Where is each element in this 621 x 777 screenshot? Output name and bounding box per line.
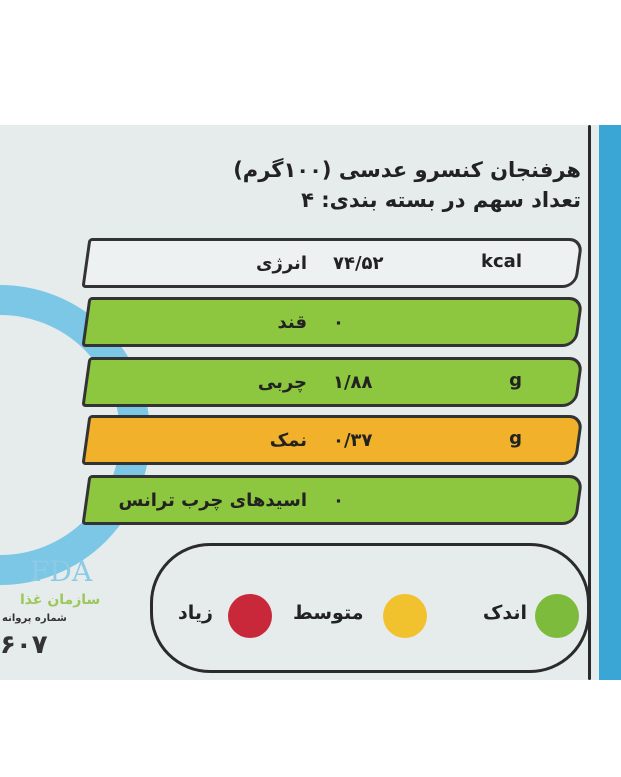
row-label: چربی [257, 372, 307, 393]
label-title: هرفنجان کنسرو عدسی (۱۰۰گرم) تعداد سهم در… [233, 155, 581, 215]
row-value: ۰ [333, 490, 344, 511]
row-unit: g [509, 370, 522, 391]
legend: اندک متوسط زیاد [150, 543, 590, 673]
row-label: انرژی [256, 253, 307, 274]
license-number: ۶۰۷ [0, 630, 48, 660]
row-label: اسیدهای چرب ترانس [118, 490, 307, 511]
row-value: ۷۴/۵۲ [333, 253, 384, 274]
border-line [588, 125, 591, 680]
legend-high: زیاد [178, 602, 213, 624]
row-salt: نمک ۰/۳۷ g [81, 415, 584, 465]
row-energy: انرژی ۷۴/۵۲ kcal [81, 238, 584, 288]
medium-dot-icon [383, 594, 427, 638]
row-sugar: قند ۰ [81, 297, 584, 347]
row-value: ۱/۸۸ [333, 372, 373, 393]
product-title: هرفنجان کنسرو عدسی (۱۰۰گرم) [233, 158, 581, 182]
org-text: سازمان غذا [20, 592, 101, 608]
high-dot-icon [228, 594, 272, 638]
row-label: قند [277, 312, 307, 333]
fda-logo-text: FDA [30, 555, 93, 588]
nutrition-label-photo: FDA سازمان غذا شماره پروانه ۶۰۷ هرفنجان … [0, 125, 621, 680]
servings: تعداد سهم در بسته بندی: ۴ [301, 188, 581, 212]
row-label: نمک [269, 430, 307, 451]
row-unit: kcal [481, 251, 522, 272]
row-trans-fat: اسیدهای چرب ترانس ۰ [81, 475, 584, 525]
legend-low: اندک [482, 602, 527, 624]
row-fat: چربی ۱/۸۸ g [81, 357, 584, 407]
low-dot-icon [535, 594, 579, 638]
legend-medium: متوسط [293, 602, 364, 624]
row-value: ۰/۳۷ [333, 430, 373, 451]
row-unit: g [509, 428, 522, 449]
license-label: شماره پروانه [2, 613, 67, 624]
row-value: ۰ [333, 312, 344, 333]
blue-stripe [599, 125, 621, 680]
